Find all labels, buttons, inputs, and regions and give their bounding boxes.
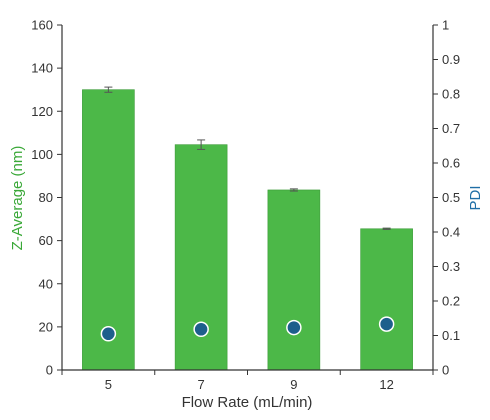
y-right-tick-label-0.8: 0.8 [442, 87, 460, 102]
x-tick-label-9: 9 [290, 377, 297, 392]
y-axis-left-title: Z-Average (nm) [9, 146, 26, 251]
y-axis-right-title: PDI [467, 185, 484, 210]
axes [57, 24, 438, 375]
pdi-point-5 [100, 326, 117, 342]
y-left-tick-label-100: 100 [31, 147, 53, 162]
y-left-tick-label-160: 160 [31, 18, 53, 33]
y-right-tick-label-0.7: 0.7 [442, 121, 460, 136]
y-left-tick-label-140: 140 [31, 61, 53, 76]
y-right-tick-label-0.9: 0.9 [442, 52, 460, 67]
y-right-tick-label-1: 1 [442, 18, 449, 33]
bar-5 [82, 89, 135, 371]
y-right-tick-label-0.3: 0.3 [442, 259, 460, 274]
x-axis-title: Flow Rate (mL/min) [182, 394, 313, 411]
bar-series [82, 89, 413, 371]
y-left-tick-label-120: 120 [31, 104, 53, 119]
y-right-tick-label-0.2: 0.2 [442, 294, 460, 309]
y-right-tick-label-0: 0 [442, 363, 449, 378]
y-right-tick-label-0.1: 0.1 [442, 328, 460, 343]
y-left-tick-label-40: 40 [39, 276, 53, 291]
x-tick-label-12: 12 [379, 377, 393, 392]
y-right-tick-label-0.6: 0.6 [442, 156, 460, 171]
error-bars [104, 86, 391, 230]
pdi-marker-series [100, 316, 395, 342]
pdi-point-7 [193, 321, 209, 338]
y-left-tick-label-80: 80 [39, 190, 53, 205]
bar-12 [360, 228, 413, 371]
pdi-point-12 [378, 316, 395, 332]
x-tick-label-7: 7 [198, 377, 205, 392]
y-left-tick-label-60: 60 [39, 233, 53, 248]
y-right-tick-label-0.5: 0.5 [442, 190, 460, 205]
y-right-tick-label-0.4: 0.4 [442, 225, 460, 240]
pdi-point-9 [286, 319, 302, 336]
y-left-tick-label-0: 0 [46, 363, 53, 378]
y-left-tick-label-20: 20 [39, 319, 53, 334]
x-tick-label-5: 5 [105, 377, 112, 392]
bar-9 [267, 189, 321, 371]
tick-labels: 0 20 40 60 80 100 120 140 160 0 0.1 0.2 0.3 0.4 0.5 0.6… [31, 18, 460, 393]
